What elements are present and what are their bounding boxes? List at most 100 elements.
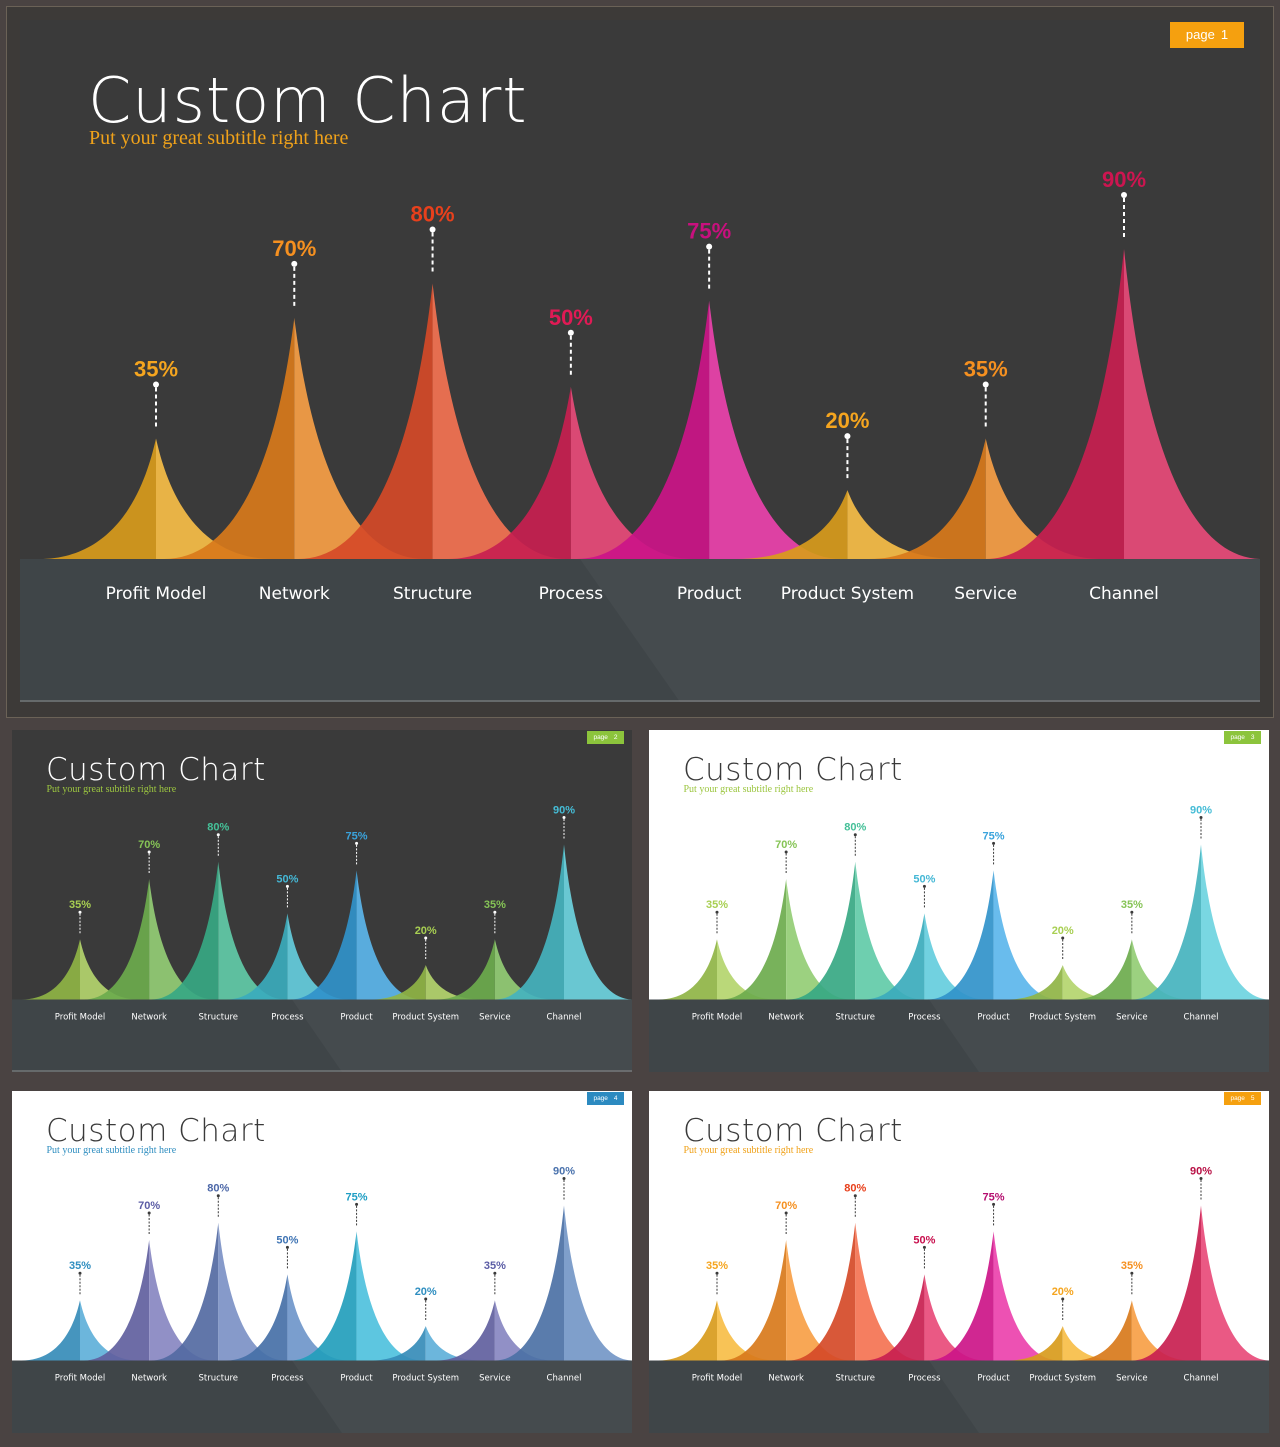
spike-left-5 xyxy=(370,965,426,1000)
spike-left-0 xyxy=(21,939,80,1000)
category-label: Channel xyxy=(1184,1013,1219,1023)
category-label: Profit Model xyxy=(106,584,207,604)
value-label: 70% xyxy=(272,236,316,261)
value-label: 35% xyxy=(1121,1260,1143,1272)
spike-chart: 35% Profit Model 70% Network 80% Structure 50%… xyxy=(649,1166,1269,1434)
category-label: Service xyxy=(479,1013,510,1023)
leader-dot xyxy=(1061,936,1065,940)
value-label: 35% xyxy=(706,899,728,911)
category-label: Product System xyxy=(392,1013,459,1023)
band-texture xyxy=(929,1361,1269,1434)
category-label: Product System xyxy=(392,1374,459,1384)
spike-right-6 xyxy=(985,438,1103,559)
value-label: 70% xyxy=(138,1200,160,1212)
leader-dot xyxy=(922,1245,926,1249)
leader-dot xyxy=(784,850,788,854)
category-label: Network xyxy=(768,1013,804,1023)
spike-left-3 xyxy=(863,913,925,1000)
leader-dot xyxy=(567,329,574,336)
leader-dot xyxy=(355,1202,359,1206)
value-label: 80% xyxy=(207,1183,229,1195)
spike-left-4 xyxy=(576,300,710,559)
value-label: 90% xyxy=(1190,805,1212,817)
spike-left-6 xyxy=(1073,939,1132,1000)
leader-dot xyxy=(493,1271,497,1275)
page-title: Custom Chart xyxy=(88,64,528,137)
spike-left-6 xyxy=(436,939,495,1000)
page-badge-number: 2 xyxy=(613,734,618,741)
spike-right-5 xyxy=(847,490,959,559)
spike-right-1 xyxy=(149,878,215,1000)
category-label: Channel xyxy=(547,1013,582,1023)
spike-left-1 xyxy=(163,317,295,559)
value-label: 35% xyxy=(1121,899,1143,911)
spike-right-3 xyxy=(924,1274,986,1361)
value-label: 35% xyxy=(134,356,178,381)
value-label: 35% xyxy=(964,356,1008,381)
band-texture xyxy=(292,1000,632,1073)
spike-left-3 xyxy=(863,1274,925,1361)
value-label: 80% xyxy=(207,822,229,834)
value-label: 50% xyxy=(913,1234,935,1246)
spike-left-6 xyxy=(1073,1300,1132,1361)
category-label: Product System xyxy=(1029,1013,1096,1023)
spike-left-1 xyxy=(720,1239,787,1361)
spike-left-3 xyxy=(226,1274,288,1361)
spike-right-4 xyxy=(993,870,1060,1000)
spike-right-5 xyxy=(425,965,482,1000)
slide-orange-light: Custom Chart Put your great subtitle righ… xyxy=(649,1091,1269,1433)
spike-right-2 xyxy=(855,1222,923,1361)
category-label: Process xyxy=(271,1374,304,1384)
leader-dot xyxy=(853,1194,857,1198)
page-badge: page 2 xyxy=(587,731,624,744)
leader-dot xyxy=(784,1211,788,1215)
category-label: Network xyxy=(131,1374,167,1384)
spike-chart: 35% Profit Model 70% Network 80% Structure 50%… xyxy=(12,805,632,1073)
category-label: Channel xyxy=(1089,584,1159,604)
spike-left-5 xyxy=(370,1326,426,1361)
spike-left-4 xyxy=(927,870,994,1000)
leader-dot xyxy=(1130,1271,1134,1275)
value-label: 70% xyxy=(138,839,160,851)
page-badge-label: page xyxy=(593,1095,608,1102)
leader-dot xyxy=(1199,816,1203,819)
band-texture xyxy=(292,1361,632,1434)
spike-left-2 xyxy=(298,283,433,559)
spike-left-4 xyxy=(290,1231,357,1361)
spike-left-5 xyxy=(1007,1326,1063,1361)
page-subtitle: Put your great subtitle right here xyxy=(46,783,177,795)
category-label: Network xyxy=(259,584,330,604)
leader-dot xyxy=(78,910,82,914)
value-label: 35% xyxy=(69,899,91,911)
category-label: Product xyxy=(677,584,742,604)
spike-right-4 xyxy=(709,300,842,559)
value-label: 90% xyxy=(1102,167,1146,192)
page-badge-number: 1 xyxy=(1220,27,1229,42)
page-badge-label: page xyxy=(1230,1095,1245,1102)
category-band xyxy=(649,1360,1269,1433)
leader-dot xyxy=(562,1177,566,1180)
leader-dot xyxy=(1130,910,1134,914)
spike-left-0 xyxy=(39,438,156,559)
leader-dot xyxy=(216,833,220,837)
spike-right-7 xyxy=(1201,844,1269,1000)
spike-left-1 xyxy=(83,878,150,1000)
category-label: Product System xyxy=(1029,1374,1096,1384)
band-texture xyxy=(929,1000,1269,1073)
leader-dot xyxy=(1199,1177,1203,1180)
spike-left-5 xyxy=(736,490,848,559)
page-badge-label: page xyxy=(593,734,608,741)
spike-right-3 xyxy=(287,1274,349,1361)
page-badge: page 5 xyxy=(1224,1092,1261,1105)
page-title: Custom Chart xyxy=(46,752,266,788)
spike-right-2 xyxy=(855,861,923,1000)
value-label: 75% xyxy=(346,1191,368,1203)
slide-blue-light: Custom Chart Put your great subtitle righ… xyxy=(12,1091,632,1433)
spike-left-6 xyxy=(436,1300,495,1361)
page-badge: page 4 xyxy=(587,1092,624,1105)
spike-left-7 xyxy=(1132,844,1201,1000)
value-label: 50% xyxy=(276,1234,298,1246)
value-label: 75% xyxy=(983,1191,1005,1203)
category-label: Service xyxy=(954,584,1017,604)
leader-dot xyxy=(844,433,851,440)
